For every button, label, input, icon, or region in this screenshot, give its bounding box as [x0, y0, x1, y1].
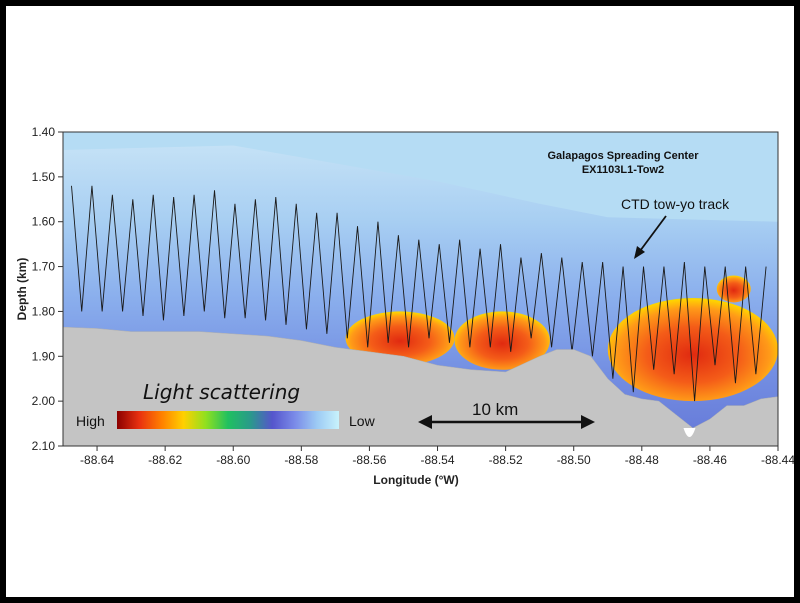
- plume-mark: [607, 297, 778, 402]
- x-tick-label: -88.58: [284, 453, 318, 467]
- seafloor-notch: [683, 428, 696, 438]
- colorbar-high-label: High: [76, 413, 105, 429]
- y-tick-label: 1.50: [32, 170, 56, 184]
- chart: -88.64 -88.62 -88.60 -88.58 -88.56 -88.54 -88.…: [15, 125, 794, 487]
- x-axis-ticks: -88.64 -88.62 -88.60 -88.58 -88.56 -88.54 -88.…: [80, 446, 794, 467]
- ctd-tow-yo-track: [71, 185, 767, 402]
- y-tick-label: 1.40: [32, 125, 56, 139]
- y-tick-label: 1.60: [32, 215, 56, 229]
- x-tick-label: -88.62: [148, 453, 182, 467]
- figure-frame: -88.64 -88.62 -88.60 -88.58 -88.56 -88.54 -88.…: [6, 6, 794, 597]
- scale-bar: [418, 415, 595, 429]
- x-tick-label: -88.48: [625, 453, 659, 467]
- plot-area: [63, 132, 778, 446]
- y-tick-label: 2.00: [32, 394, 56, 408]
- x-tick-label: -88.54: [421, 453, 455, 467]
- plume-mark: [454, 311, 550, 370]
- y-tick-label: 1.90: [32, 349, 56, 363]
- x-tick-label: -88.56: [352, 453, 386, 467]
- y-axis-ticks: 1.40 1.50 1.60 1.70 1.80 1.90 2.00 2.10: [32, 125, 63, 453]
- x-tick-label: -88.44: [761, 453, 794, 467]
- x-tick-label: -88.52: [489, 453, 523, 467]
- colorbar: [117, 411, 339, 429]
- x-tick-label: -88.50: [557, 453, 591, 467]
- y-tick-label: 1.70: [32, 260, 56, 274]
- chart-title: Galapagos Spreading Center: [548, 150, 700, 162]
- y-tick-label: 2.10: [32, 439, 56, 453]
- y-tick-label: 1.80: [32, 304, 56, 318]
- chart-subtitle: EX1103L1-Tow2: [582, 164, 664, 176]
- plot-border: [62, 131, 779, 447]
- x-tick-label: -88.60: [216, 453, 250, 467]
- ctd-annotation-label: CTD tow-yo track: [621, 196, 730, 212]
- x-axis-title: Longitude (°W): [373, 473, 458, 487]
- x-tick-label: -88.64: [80, 453, 114, 467]
- scale-bar-label: 10 km: [472, 400, 518, 419]
- y-axis-title: Depth (km): [15, 258, 29, 321]
- colorbar-title: Light scattering: [143, 380, 300, 404]
- x-tick-label: -88.46: [693, 453, 727, 467]
- colorbar-low-label: Low: [349, 413, 376, 429]
- plume-mark: [716, 275, 751, 303]
- ctd-annotation-arrow: [634, 215, 667, 259]
